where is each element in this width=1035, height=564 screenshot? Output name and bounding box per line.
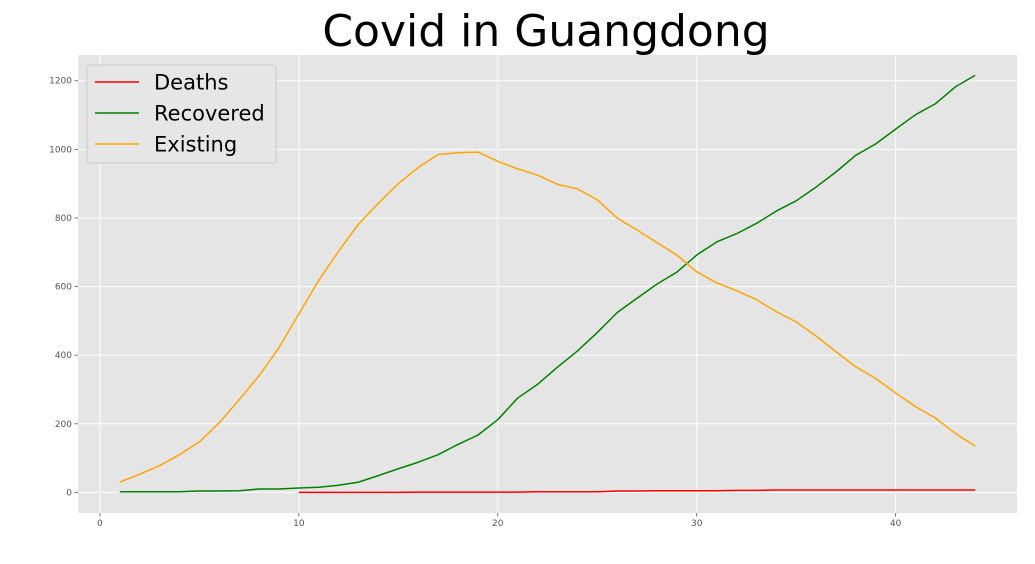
y-tick-label: 600 bbox=[55, 283, 72, 293]
legend-label-deaths: Deaths bbox=[154, 71, 228, 95]
x-tick-label: 10 bbox=[293, 519, 305, 529]
x-tick-label: 30 bbox=[691, 519, 703, 529]
y-tick-label: 0 bbox=[66, 488, 72, 498]
y-tick-label: 800 bbox=[55, 214, 72, 224]
series-line-recovered bbox=[119, 74, 976, 493]
series-lines bbox=[119, 74, 976, 494]
y-tick-label: 1200 bbox=[49, 77, 72, 87]
legend: Deaths Recovered Existing bbox=[86, 64, 277, 164]
grid bbox=[78, 55, 1017, 513]
y-tick-label: 1000 bbox=[49, 145, 72, 155]
y-tick-label: 400 bbox=[55, 351, 72, 361]
x-tick-label: 20 bbox=[492, 519, 504, 529]
legend-label-existing: Existing bbox=[154, 133, 237, 157]
legend-label-recovered: Recovered bbox=[154, 102, 265, 126]
chart-title: Covid in Guangdong bbox=[322, 6, 770, 57]
series-line-existing bbox=[119, 151, 976, 483]
legend-box bbox=[86, 64, 277, 164]
series-line-deaths bbox=[298, 489, 976, 494]
x-tick-label: 40 bbox=[890, 519, 902, 529]
x-tick-label: 0 bbox=[97, 519, 103, 529]
y-tick-label: 200 bbox=[55, 420, 72, 430]
